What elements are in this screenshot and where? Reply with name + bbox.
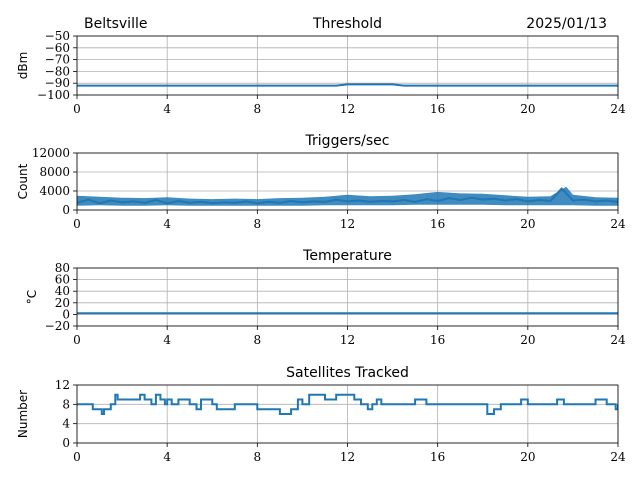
series-group — [77, 83, 618, 87]
y-tick-label: 0 — [62, 307, 70, 321]
x-tick-label: 24 — [610, 102, 626, 116]
y-tick-label: 0 — [62, 203, 70, 217]
x-tick-label: 16 — [430, 333, 445, 347]
panel-title: Temperature — [302, 248, 392, 264]
y-tick-label: 20 — [55, 296, 70, 310]
y-axis-label: Count — [16, 163, 30, 199]
x-tick-label: 24 — [610, 217, 626, 231]
panel-title: Threshold — [312, 16, 382, 32]
plot-frame — [76, 152, 619, 211]
x-tick-label: 4 — [163, 217, 171, 231]
y-tick-label: 8000 — [39, 165, 70, 179]
y-tick-label: 60 — [55, 273, 70, 287]
y-tick-label: −100 — [37, 88, 70, 102]
x-tick-label: 20 — [520, 102, 535, 116]
y-axis-label: dBm — [16, 52, 30, 80]
y-tick-label: 12 — [55, 378, 70, 392]
y-tick-label: −80 — [45, 64, 70, 78]
x-tick-label: 12 — [340, 450, 355, 464]
x-tick-label: 20 — [520, 450, 535, 464]
y-tick-label: 40 — [55, 284, 70, 298]
series-line — [77, 393, 618, 415]
series-line — [77, 83, 618, 87]
x-tick-label: 16 — [430, 217, 445, 231]
plot-frame — [76, 267, 619, 327]
x-tick-label: 8 — [254, 217, 262, 231]
x-tick-label: 16 — [430, 450, 445, 464]
y-axis-label: Number — [16, 390, 30, 438]
x-tick-label: 12 — [340, 102, 355, 116]
x-tick-label: 0 — [73, 450, 81, 464]
plot-frame — [76, 35, 619, 96]
panel-title: Triggers/sec — [305, 133, 390, 149]
x-tick-label: 12 — [340, 333, 355, 347]
y-tick-label: −90 — [45, 76, 70, 90]
x-tick-label: 4 — [163, 450, 171, 464]
panel-4: Satellites Tracked 12 8 4 00 4 8 12 16 20 24 Number — [16, 365, 626, 464]
y-tick-label: 12000 — [32, 146, 70, 160]
series-group — [77, 393, 618, 415]
y-tick-label: −20 — [45, 319, 70, 333]
x-tick-label: 0 — [73, 333, 81, 347]
y-tick-label: −50 — [45, 29, 70, 43]
x-tick-label: 24 — [610, 450, 626, 464]
y-tick-label: 8 — [62, 397, 70, 411]
x-tick-label: 0 — [73, 217, 81, 231]
x-tick-label: 20 — [520, 333, 535, 347]
x-tick-label: 4 — [163, 333, 171, 347]
y-tick-label: −60 — [45, 41, 70, 55]
x-tick-label: 16 — [430, 102, 445, 116]
x-tick-label: 24 — [610, 333, 626, 347]
x-tick-label: 8 — [254, 102, 262, 116]
panel-title: Satellites Tracked — [286, 365, 409, 381]
x-tick-label: 4 — [163, 102, 171, 116]
series-envelope — [77, 186, 618, 206]
x-tick-label: 8 — [254, 450, 262, 464]
x-tick-label: 20 — [520, 217, 535, 231]
x-tick-label: 8 — [254, 333, 262, 347]
plot-frame — [76, 384, 619, 444]
panel-2: Triggers/sec 12000 8000 4000 00 4 8 12 16 20 24 Cou… — [16, 133, 626, 231]
y-axis-label: °C — [25, 290, 39, 304]
y-tick-label: 80 — [55, 261, 70, 275]
series-line — [77, 187, 618, 205]
y-tick-label: 0 — [62, 436, 70, 450]
y-tick-label: 4 — [62, 417, 70, 431]
station-label: Beltsville — [84, 16, 147, 32]
y-tick-label: 4000 — [39, 184, 70, 198]
x-tick-label: 12 — [340, 217, 355, 231]
x-tick-label: 0 — [73, 102, 81, 116]
series-group — [77, 186, 618, 206]
y-tick-label: −70 — [45, 53, 70, 67]
date-label: 2025/01/13 — [526, 16, 607, 32]
